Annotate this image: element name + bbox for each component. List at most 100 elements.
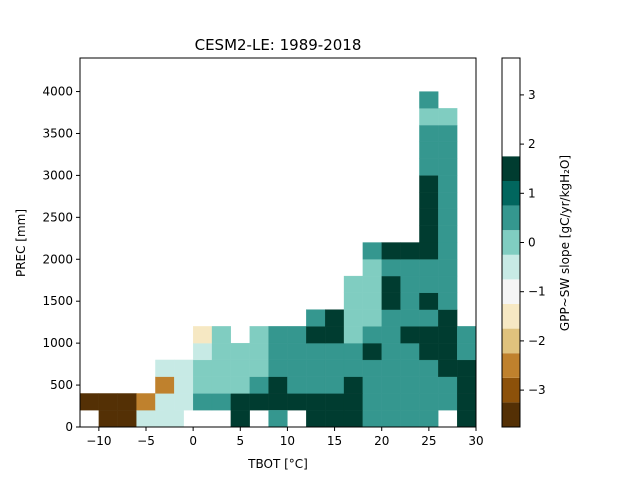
heatmap-cell [192, 393, 213, 411]
heatmap-cell [438, 124, 458, 143]
heatmap-cell [249, 393, 269, 411]
heatmap-cell [438, 326, 458, 344]
heatmap-cell [438, 309, 458, 327]
colorbar-segment [502, 377, 520, 403]
x-tick-label: −5 [137, 434, 155, 448]
heatmap-cell [362, 393, 382, 411]
heatmap-cell [287, 376, 307, 394]
heatmap-cell [456, 326, 477, 344]
heatmap-cell [400, 275, 420, 293]
heatmap-cell [362, 292, 382, 310]
heatmap-cell [324, 359, 345, 377]
heatmap-cell [343, 410, 364, 428]
heatmap-cell [249, 359, 269, 377]
plot-frame [79, 57, 477, 428]
colorbar-segment [502, 254, 520, 280]
heatmap-cell [400, 259, 420, 277]
colorbar-segment [502, 205, 520, 231]
heatmap-cell [343, 309, 364, 327]
heatmap-cell [306, 410, 326, 428]
heatmap-cell [362, 309, 382, 327]
x-tick-label: 0 [189, 434, 197, 448]
heatmap-cell [230, 410, 250, 428]
heatmap-cell [343, 342, 364, 361]
heatmap-cell [400, 359, 420, 377]
heatmap-cell [343, 376, 364, 394]
heatmap-cell [249, 376, 269, 394]
heatmap-cell [419, 275, 439, 293]
heatmap-cell [419, 376, 439, 394]
heatmap-cell [268, 342, 288, 361]
heatmap-cell [192, 376, 213, 394]
colorbar-tick-label: −3 [528, 383, 546, 397]
heatmap-cell [419, 242, 439, 260]
heatmap-cell [400, 326, 420, 344]
y-tick-label: 3500 [42, 126, 73, 140]
y-tick-label: 2500 [42, 210, 73, 224]
heatmap-cell [438, 108, 458, 126]
heatmap-cell [381, 393, 401, 411]
y-axis: 0 500 1000 1500 2000 2500 3000 3500 4000 [42, 85, 80, 434]
colorbar-segment [502, 402, 520, 427]
heatmap-cell [362, 376, 382, 394]
colorbar-segment [502, 156, 520, 181]
heatmap-cell [249, 342, 269, 361]
heatmap-cell [136, 410, 156, 428]
heatmap-cell [438, 275, 458, 293]
heatmap-cell [79, 393, 100, 411]
colorbar-tick-label: 3 [528, 88, 536, 102]
heatmap-cell [287, 359, 307, 377]
heatmap-cell [438, 359, 458, 377]
heatmap-cell [155, 359, 175, 377]
x-axis-label: TBOT [°C] [247, 457, 308, 471]
heatmap-cell [362, 410, 382, 428]
heatmap-cell [419, 326, 439, 344]
heatmap-cell [324, 376, 345, 394]
heatmap-cell [98, 393, 118, 411]
heatmap-cell [419, 309, 439, 327]
heatmap-cell [381, 309, 401, 327]
heatmap-cell [438, 175, 458, 193]
heatmap-cell [324, 309, 345, 327]
heatmap-cell [287, 342, 307, 361]
heatmap-cell [192, 342, 213, 361]
heatmap-cell [230, 376, 250, 394]
heatmap-cell [438, 292, 458, 310]
y-tick-label: 3000 [42, 168, 73, 182]
colorbar-tick-label: 1 [528, 186, 536, 200]
heatmap-cell [155, 393, 175, 411]
x-tick-label: 30 [468, 434, 483, 448]
heatmap-cell [343, 393, 364, 411]
heatmap-cell [324, 393, 345, 411]
heatmap-cell [192, 326, 213, 344]
heatmap-cell [362, 342, 382, 361]
heatmap-cell [438, 242, 458, 260]
x-tick-label: 5 [236, 434, 244, 448]
heatmap-cell [306, 376, 326, 394]
heatmap-cell [419, 342, 439, 361]
heatmap-cell [155, 376, 175, 394]
y-tick-label: 1000 [42, 336, 73, 350]
heatmap-cell [438, 259, 458, 277]
x-tick-label: 15 [327, 434, 342, 448]
heatmap-cell [419, 124, 439, 143]
heatmap-cell [164, 410, 184, 428]
x-axis: −10 −5 0 5 10 15 20 25 30 [86, 427, 484, 448]
heatmap-cell [419, 359, 439, 377]
heatmap-cell [419, 410, 439, 428]
heatmap-cell [343, 359, 364, 377]
heatmap-cell [456, 342, 477, 361]
colorbar-segment [502, 181, 520, 206]
heatmap-cell [174, 393, 194, 411]
colorbar-tick-label: −1 [528, 285, 546, 299]
heatmap-cell [381, 275, 401, 293]
heatmap-cell [419, 192, 439, 210]
x-tick-label: 20 [374, 434, 389, 448]
heatmap-cell [362, 259, 382, 277]
heatmap-cell [456, 410, 477, 428]
heatmap-cell [400, 393, 420, 411]
heatmap-cell [438, 225, 458, 243]
heatmap-cell [419, 91, 439, 109]
heatmap-cell [438, 208, 458, 226]
